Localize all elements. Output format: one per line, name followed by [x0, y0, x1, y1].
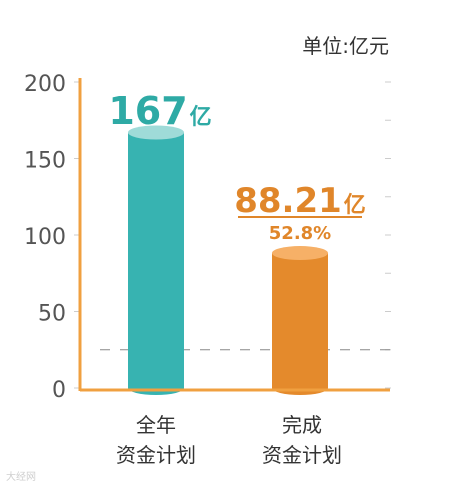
category-label: 全年资金计划: [116, 413, 196, 467]
watermark: 大经网: [6, 472, 36, 483]
y-axis-ticks: 0 50 100 150 200: [24, 72, 80, 403]
value-number: 167: [108, 89, 187, 133]
value-number: 88.21: [234, 181, 342, 221]
bar-2: [272, 246, 328, 395]
bars: [128, 125, 328, 396]
y-tick-label: 100: [24, 225, 66, 250]
y-tick-label: 0: [52, 378, 66, 403]
bar-body: [128, 132, 184, 396]
bar-body: [272, 253, 328, 395]
bar-1: [128, 125, 184, 396]
bar-top: [272, 246, 328, 261]
value-unit: 亿: [344, 193, 366, 218]
y-tick-label: 50: [38, 302, 66, 327]
right-tick-marks: [385, 81, 391, 389]
category-label: 完成资金计划: [262, 413, 342, 467]
value-label: 167亿: [108, 89, 211, 133]
value-label: 88.21亿: [234, 181, 366, 221]
unit-label: 单位:亿元: [302, 34, 389, 58]
category-label-line: 完成: [282, 413, 322, 437]
category-label-line: 资金计划: [262, 443, 342, 467]
percent-label: 52.8%: [269, 223, 331, 244]
y-tick-label: 150: [24, 149, 66, 174]
category-label-line: 全年: [136, 413, 176, 437]
y-tick-label: 200: [24, 72, 66, 97]
bar-top: [128, 125, 184, 140]
category-label-line: 资金计划: [116, 443, 196, 467]
value-unit: 亿: [190, 105, 212, 130]
